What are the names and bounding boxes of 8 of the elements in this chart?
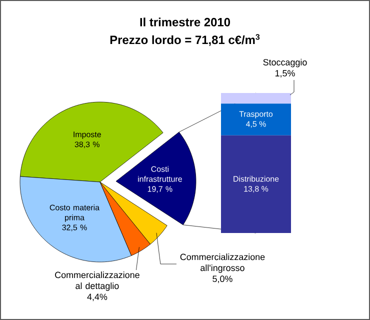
chart-title: Il trimestre 2010: [140, 18, 230, 26]
slice-label: Commercializzazione all'ingrosso: [180, 254, 265, 273]
data-label: 4,4%: [87, 294, 108, 302]
chart-subtitle: Prezzo lordo = 71,81 c€/m$^{3}$: [110, 34, 260, 46]
text: Stoccaggio: [263, 58, 307, 68]
data-label: 1,5%: [275, 70, 295, 78]
data-label: 5,0%: [212, 276, 232, 284]
slice-label: Commercializzazione al dettaglio: [55, 272, 140, 291]
